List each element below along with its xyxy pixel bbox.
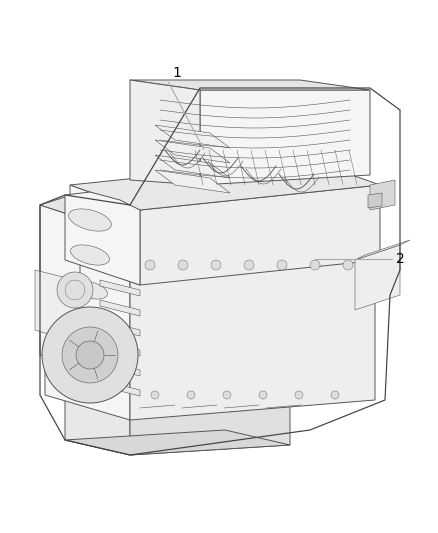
Ellipse shape (71, 245, 110, 265)
Polygon shape (70, 185, 140, 285)
Polygon shape (130, 395, 290, 455)
Circle shape (310, 260, 320, 270)
Ellipse shape (72, 281, 107, 299)
Polygon shape (100, 300, 140, 316)
Polygon shape (100, 280, 140, 296)
Text: 1: 1 (173, 66, 181, 79)
Polygon shape (368, 193, 382, 208)
Polygon shape (45, 250, 130, 420)
Polygon shape (200, 90, 370, 185)
Circle shape (343, 260, 353, 270)
Circle shape (295, 391, 303, 399)
Polygon shape (130, 80, 200, 185)
Polygon shape (130, 80, 370, 90)
Circle shape (211, 260, 221, 270)
Circle shape (223, 391, 231, 399)
Polygon shape (355, 240, 410, 260)
Ellipse shape (69, 209, 111, 231)
Polygon shape (155, 155, 230, 178)
Circle shape (62, 327, 118, 383)
Polygon shape (140, 185, 380, 285)
Circle shape (178, 260, 188, 270)
Polygon shape (355, 245, 400, 310)
Polygon shape (370, 180, 395, 210)
Polygon shape (65, 192, 140, 285)
Polygon shape (40, 197, 105, 218)
Text: 2: 2 (396, 252, 405, 265)
Polygon shape (65, 390, 130, 455)
Polygon shape (35, 270, 75, 342)
Polygon shape (130, 255, 375, 420)
Circle shape (76, 341, 104, 369)
Polygon shape (100, 340, 140, 356)
Circle shape (145, 260, 155, 270)
Polygon shape (100, 320, 140, 336)
Circle shape (187, 391, 195, 399)
Polygon shape (70, 160, 380, 210)
Polygon shape (155, 125, 230, 148)
Polygon shape (155, 140, 230, 163)
Polygon shape (155, 170, 230, 193)
Circle shape (259, 391, 267, 399)
Circle shape (57, 272, 93, 308)
Circle shape (277, 260, 287, 270)
Circle shape (244, 260, 254, 270)
Polygon shape (100, 380, 140, 396)
Polygon shape (100, 360, 140, 376)
Circle shape (151, 391, 159, 399)
Circle shape (331, 391, 339, 399)
Polygon shape (45, 230, 375, 275)
Circle shape (42, 307, 138, 403)
Polygon shape (65, 430, 290, 455)
Polygon shape (40, 205, 80, 370)
